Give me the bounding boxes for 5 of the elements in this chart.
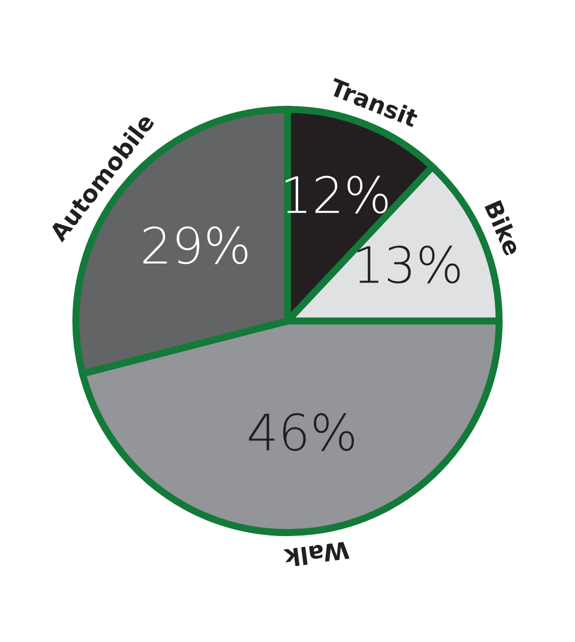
data-label: 46% — [248, 413, 354, 451]
slice-label: Bike — [484, 200, 523, 256]
slice-label: Walk — [283, 541, 350, 568]
data-label: 12% — [286, 176, 388, 214]
data-label: 13% — [358, 246, 460, 284]
